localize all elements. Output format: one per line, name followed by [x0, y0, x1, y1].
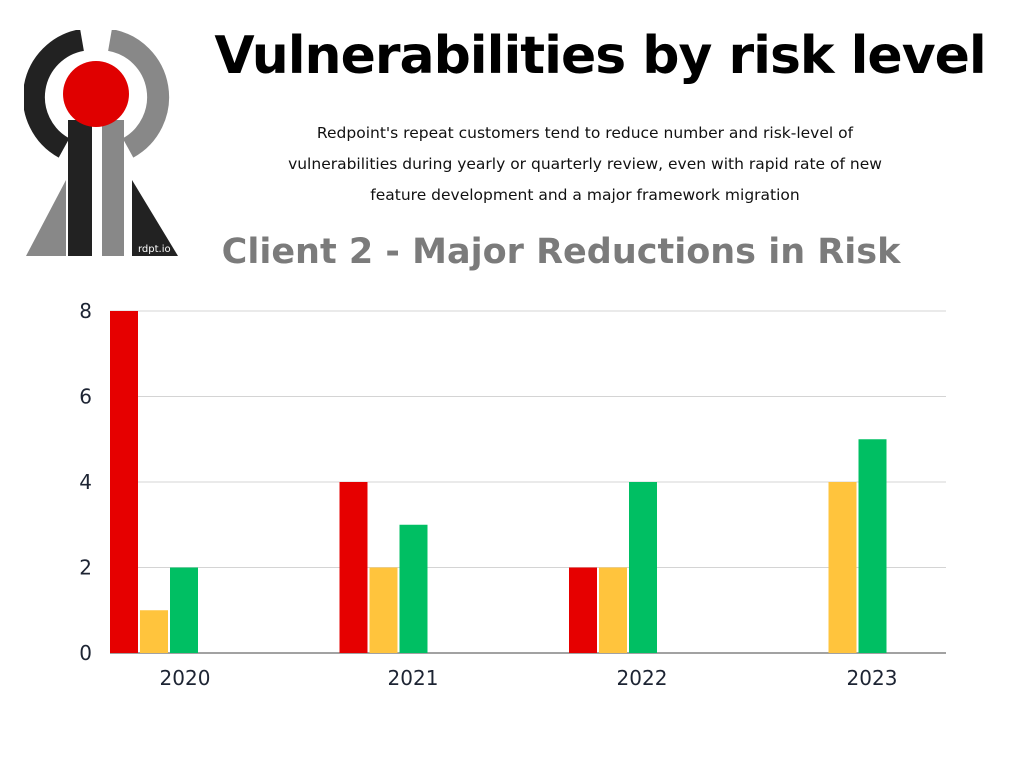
y-tick-label-4: 8 [79, 299, 92, 323]
chart-title: Client 2 - Major Reductions in Risk [221, 232, 901, 272]
bar-2022-series-0 [569, 567, 597, 653]
logo-text: rdpt.io [138, 244, 171, 255]
logo-red-dot [63, 61, 129, 127]
y-tick-label-2: 4 [79, 470, 92, 494]
bars [110, 311, 887, 653]
x-tick-label-2021: 2021 [388, 666, 439, 690]
y-axis-labels: 0 2 4 6 8 [79, 299, 92, 665]
bar-2022-series-1 [599, 567, 627, 653]
x-tick-label-2022: 2022 [617, 666, 668, 690]
x-axis-labels: 2020 2021 2022 2023 [160, 666, 898, 690]
bar-2020-series-0 [110, 311, 138, 653]
grid-lines [110, 310, 946, 654]
page-subtitle: Redpoint's repeat customers tend to redu… [288, 124, 882, 204]
y-tick-label-3: 6 [79, 385, 92, 409]
logo-right-pillar [102, 120, 124, 256]
logo-left-arc [24, 30, 85, 158]
bar-2023-series-1 [828, 482, 857, 653]
logo-right-arc [107, 30, 170, 158]
x-tick-label-2020: 2020 [160, 666, 211, 690]
logo-left-wedge [26, 180, 66, 256]
logo-left-pillar [68, 120, 92, 256]
logo-right-wedge [132, 180, 178, 256]
bar-2020-series-2 [170, 567, 198, 653]
y-tick-label-0: 0 [79, 641, 92, 665]
page-title: Vulnerabilities by risk level [214, 26, 986, 86]
bar-2021-series-1 [369, 567, 398, 653]
bar-2020-series-1 [140, 610, 168, 653]
bar-2021-series-2 [399, 524, 428, 653]
bar-2021-series-0 [339, 482, 368, 653]
y-tick-label-1: 2 [79, 556, 92, 580]
bar-2023-series-2 [858, 439, 887, 653]
redpoint-logo: rdpt.io [24, 30, 178, 256]
bar-2022-series-2 [629, 482, 657, 653]
x-tick-label-2023: 2023 [847, 666, 898, 690]
